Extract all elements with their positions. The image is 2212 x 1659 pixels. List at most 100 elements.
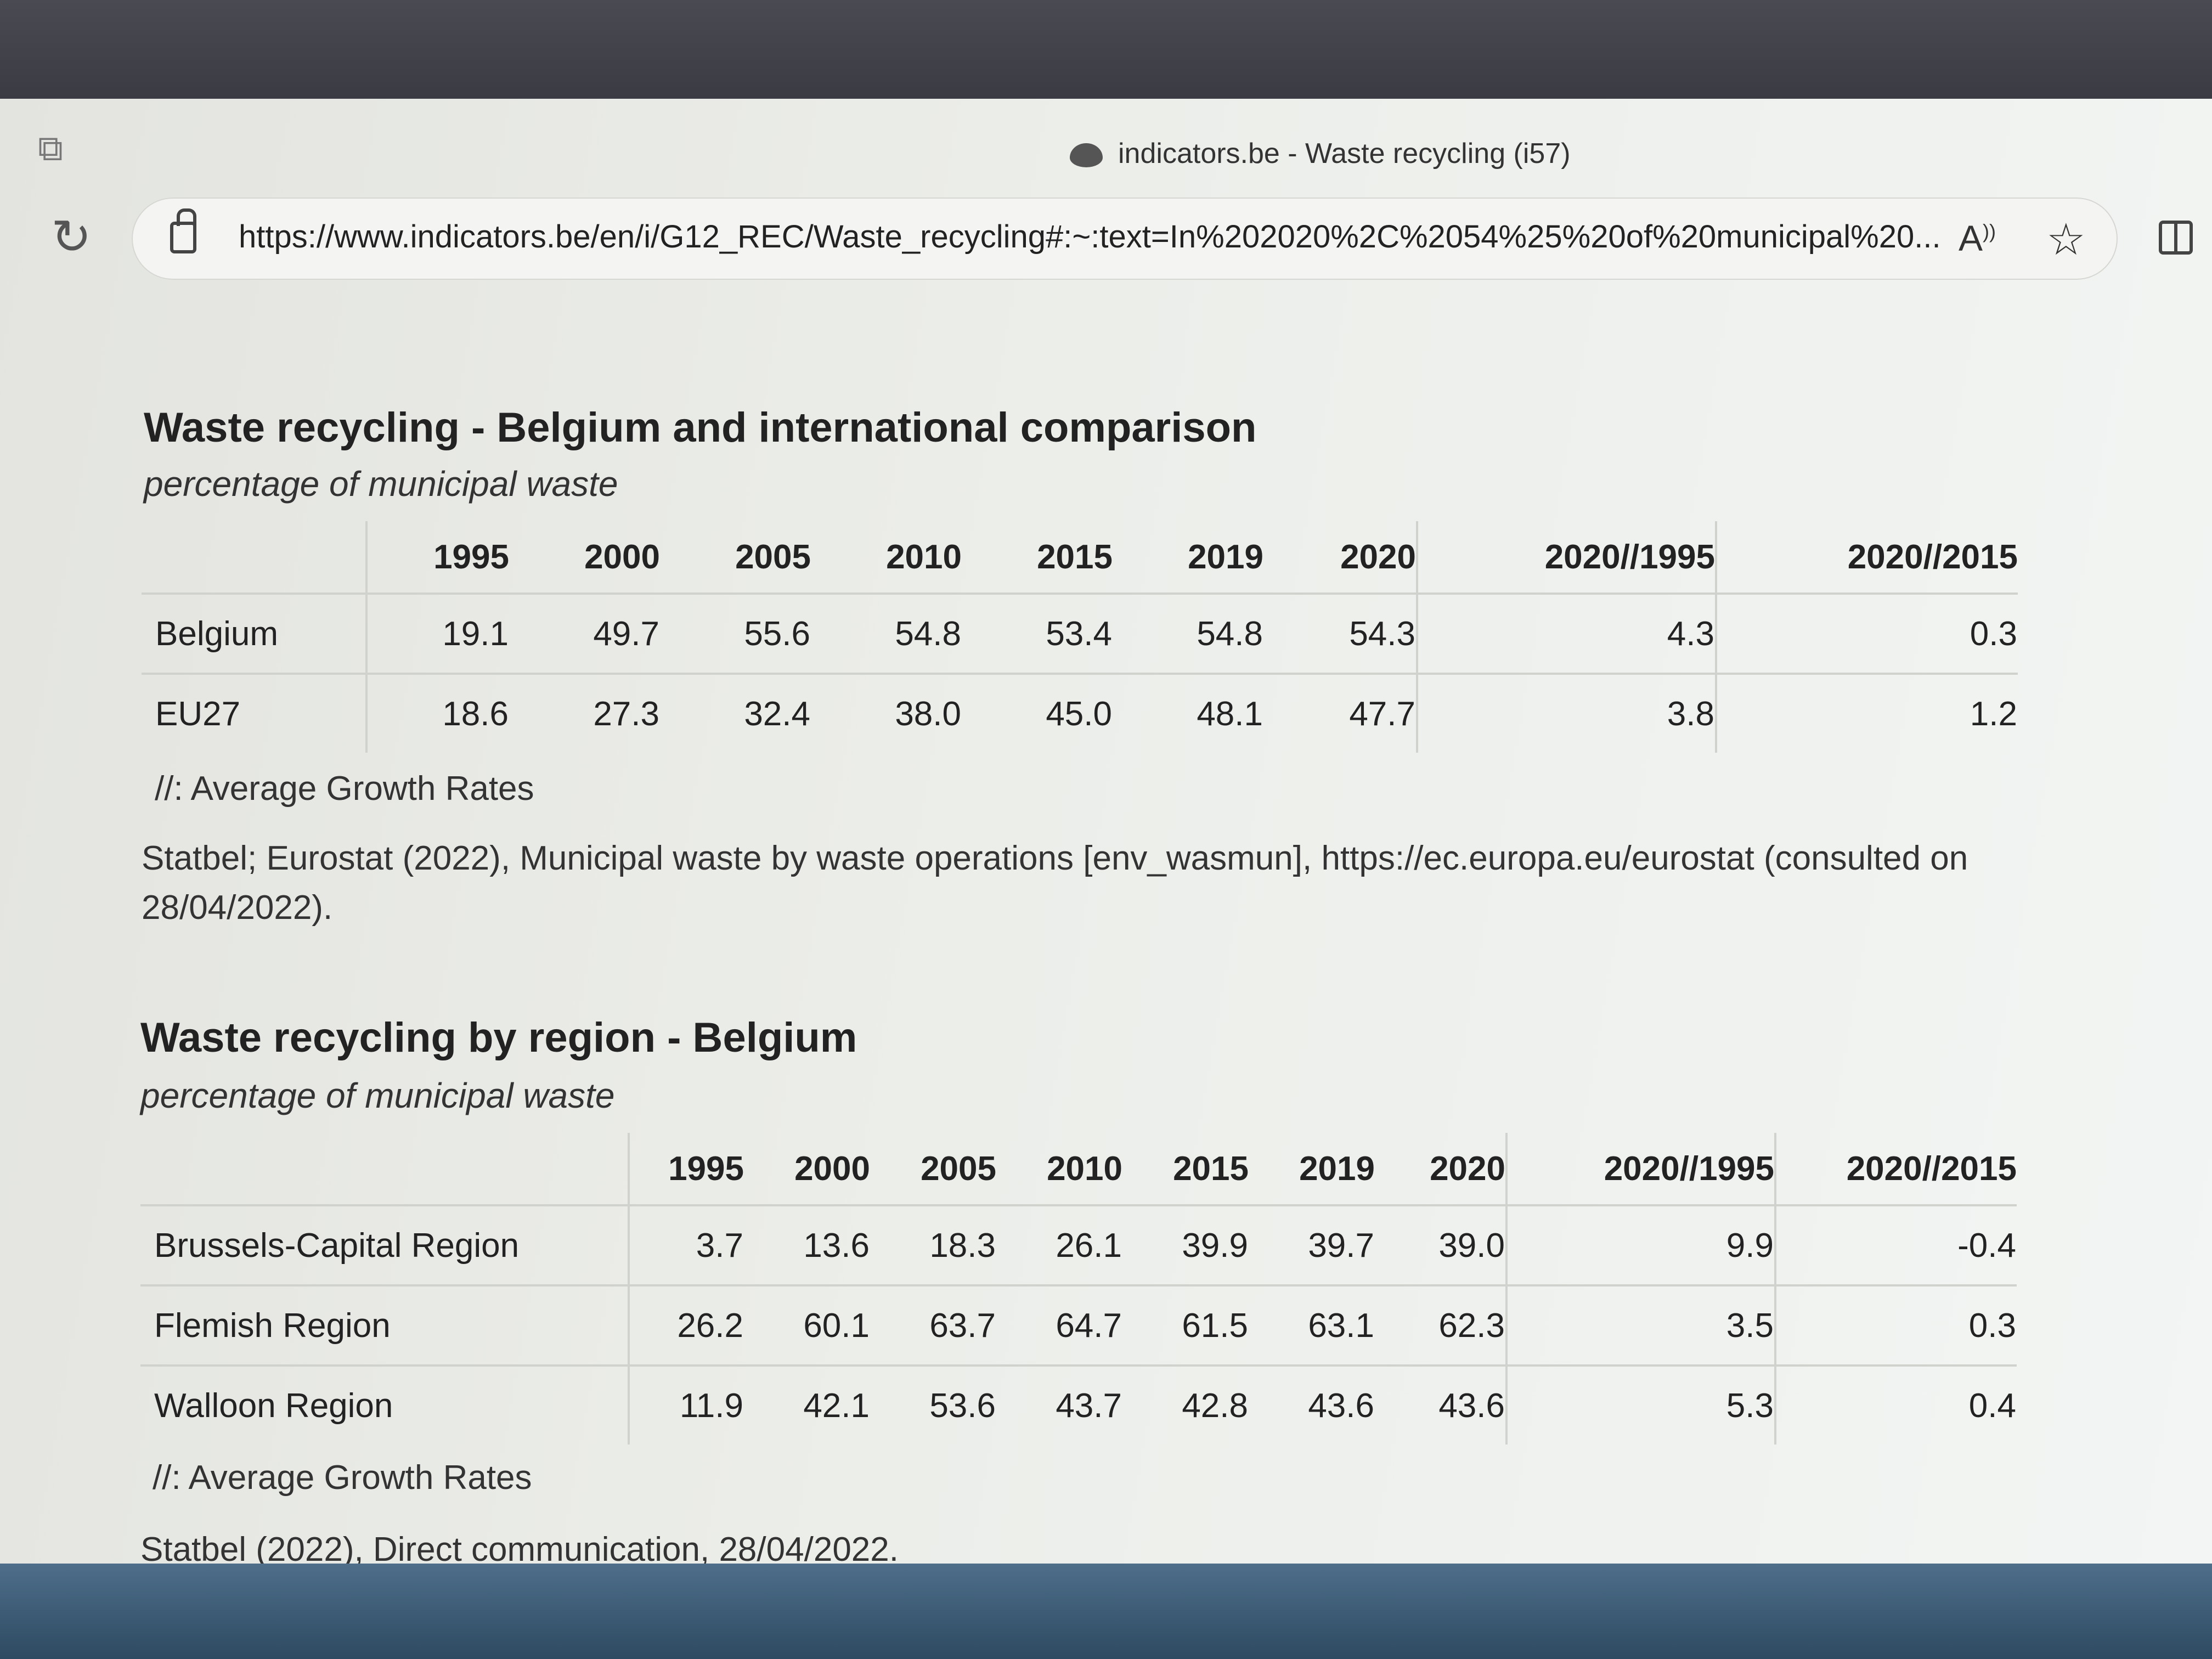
- column-header: 1995: [668, 1149, 744, 1188]
- column-header: 2020//1995: [1506, 1133, 1776, 1205]
- table-cell: 13.6: [744, 1204, 870, 1285]
- table-row: Belgium 19.1 49.7 55.6 54.8 53.4 54.8 54…: [142, 592, 2018, 674]
- taskbar: [0, 1564, 2212, 1659]
- table-cell: 27.3: [509, 673, 660, 753]
- address-bar[interactable]: https://www.indicators.be/en/i/G12_REC/W…: [132, 198, 2118, 280]
- table1-note: //: Average Growth Rates: [155, 770, 534, 808]
- table-cell: 49.7: [509, 592, 660, 674]
- read-aloud-icon[interactable]: A)): [1959, 218, 1996, 258]
- table1-source: Statbel; Eurostat (2022), Municipal wast…: [142, 839, 1968, 927]
- column-header: 2010: [886, 538, 962, 576]
- table-cell: 39.0: [1375, 1204, 1508, 1285]
- table-cell: 18.3: [870, 1204, 996, 1285]
- column-header: 2005: [921, 1149, 996, 1188]
- tabs-icon[interactable]: ⧉: [38, 128, 63, 168]
- table-cell: 32.4: [660, 673, 811, 753]
- toolbar: ↻ https://www.indicators.be/en/i/G12_REC…: [0, 192, 2212, 296]
- table-cell: 64.7: [996, 1284, 1122, 1365]
- table-cell: 53.6: [870, 1364, 996, 1444]
- table-cell: 45.0: [962, 673, 1113, 753]
- table-row: Brussels-Capital Region 3.7 13.6 18.3 26…: [140, 1204, 2017, 1285]
- table-cell: 39.7: [1249, 1204, 1375, 1285]
- table-cell: 3.5: [1506, 1284, 1776, 1365]
- split-screen-icon[interactable]: [2159, 221, 2193, 255]
- column-header: 2019: [1188, 538, 1263, 576]
- table-header-row: 1995 2000 2005 2010 2015 2019 2020 2020/…: [140, 1133, 2017, 1205]
- column-header: 2019: [1299, 1149, 1375, 1188]
- browser-window: ⧉ indicators.be - Waste recycling (i57) …: [0, 99, 2212, 1613]
- table-cell: 18.6: [366, 673, 509, 753]
- table-cell: 3.8: [1417, 673, 1717, 753]
- table-cell: 54.8: [1113, 592, 1263, 674]
- table-cell: 53.4: [962, 592, 1113, 674]
- monitor-bezel: [0, 0, 2212, 104]
- table-cell: 39.9: [1122, 1204, 1249, 1285]
- table-cell: 1.2: [1716, 673, 2018, 753]
- favorite-star-icon[interactable]: ☆: [2046, 215, 2086, 264]
- column-header: 2020: [1263, 521, 1418, 594]
- table-regions: 1995 2000 2005 2010 2015 2019 2020 2020/…: [140, 1133, 2017, 1444]
- table-cell: 11.9: [629, 1364, 744, 1444]
- row-label-header: [142, 521, 368, 594]
- window-title-text: indicators.be - Waste recycling (i57): [1118, 138, 1571, 170]
- table-cell: 26.1: [996, 1204, 1122, 1285]
- window-title: indicators.be - Waste recycling (i57): [1070, 137, 1571, 170]
- column-header: 1995: [433, 538, 509, 576]
- table-cell: 43.7: [996, 1364, 1122, 1444]
- column-header: 2005: [735, 538, 811, 576]
- column-header: 2000: [584, 538, 660, 576]
- table-cell: 43.6: [1249, 1364, 1375, 1444]
- table-row: Flemish Region 26.2 60.1 63.7 64.7 61.5 …: [140, 1284, 2017, 1365]
- table-international: 1995 2000 2005 2010 2015 2019 2020 2020/…: [142, 521, 2018, 753]
- column-header: 2010: [1047, 1149, 1122, 1188]
- table-cell: 42.8: [1122, 1364, 1249, 1444]
- table-cell: 42.1: [744, 1364, 870, 1444]
- column-header: 2020//2015: [1847, 538, 2018, 576]
- table-cell: 55.6: [660, 592, 811, 674]
- table-cell: 62.3: [1375, 1284, 1508, 1365]
- reload-icon[interactable]: ↻: [51, 210, 92, 264]
- table-cell: 0.4: [1775, 1364, 2017, 1444]
- table-cell: 43.6: [1375, 1364, 1508, 1444]
- column-header: 2000: [794, 1149, 870, 1188]
- url-text[interactable]: https://www.indicators.be/en/i/G12_REC/W…: [239, 219, 1941, 255]
- column-header: 2020//2015: [1846, 1149, 2017, 1188]
- table-header-row: 1995 2000 2005 2010 2015 2019 2020 2020/…: [142, 521, 2018, 594]
- column-header: 2015: [1173, 1149, 1249, 1188]
- table-cell: 63.1: [1249, 1284, 1375, 1365]
- title-bar: ⧉ indicators.be - Waste recycling (i57): [0, 99, 2212, 208]
- table-cell: 54.3: [1263, 592, 1418, 674]
- table-cell: 19.1: [366, 592, 509, 674]
- row-label: Belgium: [142, 592, 368, 674]
- table-cell: 47.7: [1263, 673, 1418, 753]
- column-header: 2020: [1375, 1133, 1508, 1205]
- table-cell: -0.4: [1775, 1204, 2017, 1285]
- lock-icon[interactable]: [170, 208, 196, 253]
- row-label: Walloon Region: [140, 1364, 630, 1444]
- row-label: EU27: [142, 673, 368, 753]
- table-cell: 3.7: [629, 1204, 744, 1285]
- row-label: Brussels-Capital Region: [140, 1204, 630, 1285]
- row-label-header: [140, 1133, 630, 1205]
- table-cell: 26.2: [629, 1284, 744, 1365]
- table1-subtitle: percentage of municipal waste: [144, 464, 618, 504]
- table1-title: Waste recycling - Belgium and internatio…: [144, 404, 1257, 451]
- table-cell: 61.5: [1122, 1284, 1249, 1365]
- table-cell: 5.3: [1506, 1364, 1776, 1444]
- table-cell: 48.1: [1113, 673, 1263, 753]
- table-cell: 9.9: [1506, 1204, 1776, 1285]
- column-header: 2015: [1037, 538, 1113, 576]
- table2-title: Waste recycling by region - Belgium: [140, 1014, 857, 1061]
- table-cell: 4.3: [1417, 592, 1717, 674]
- table-cell: 54.8: [811, 592, 962, 674]
- table-cell: 0.3: [1716, 592, 2018, 674]
- row-label: Flemish Region: [140, 1284, 630, 1365]
- table-row: Walloon Region 11.9 42.1 53.6 43.7 42.8 …: [140, 1364, 2017, 1444]
- table-row: EU27 18.6 27.3 32.4 38.0 45.0 48.1 47.7 …: [142, 673, 2018, 753]
- table2-source: Statbel (2022), Direct communication, 28…: [140, 1531, 899, 1568]
- column-header: 2020//1995: [1417, 521, 1717, 594]
- table-cell: 0.3: [1775, 1284, 2017, 1365]
- table-cell: 63.7: [870, 1284, 996, 1365]
- table2-subtitle: percentage of municipal waste: [140, 1076, 615, 1115]
- site-favicon-icon: [1070, 143, 1103, 168]
